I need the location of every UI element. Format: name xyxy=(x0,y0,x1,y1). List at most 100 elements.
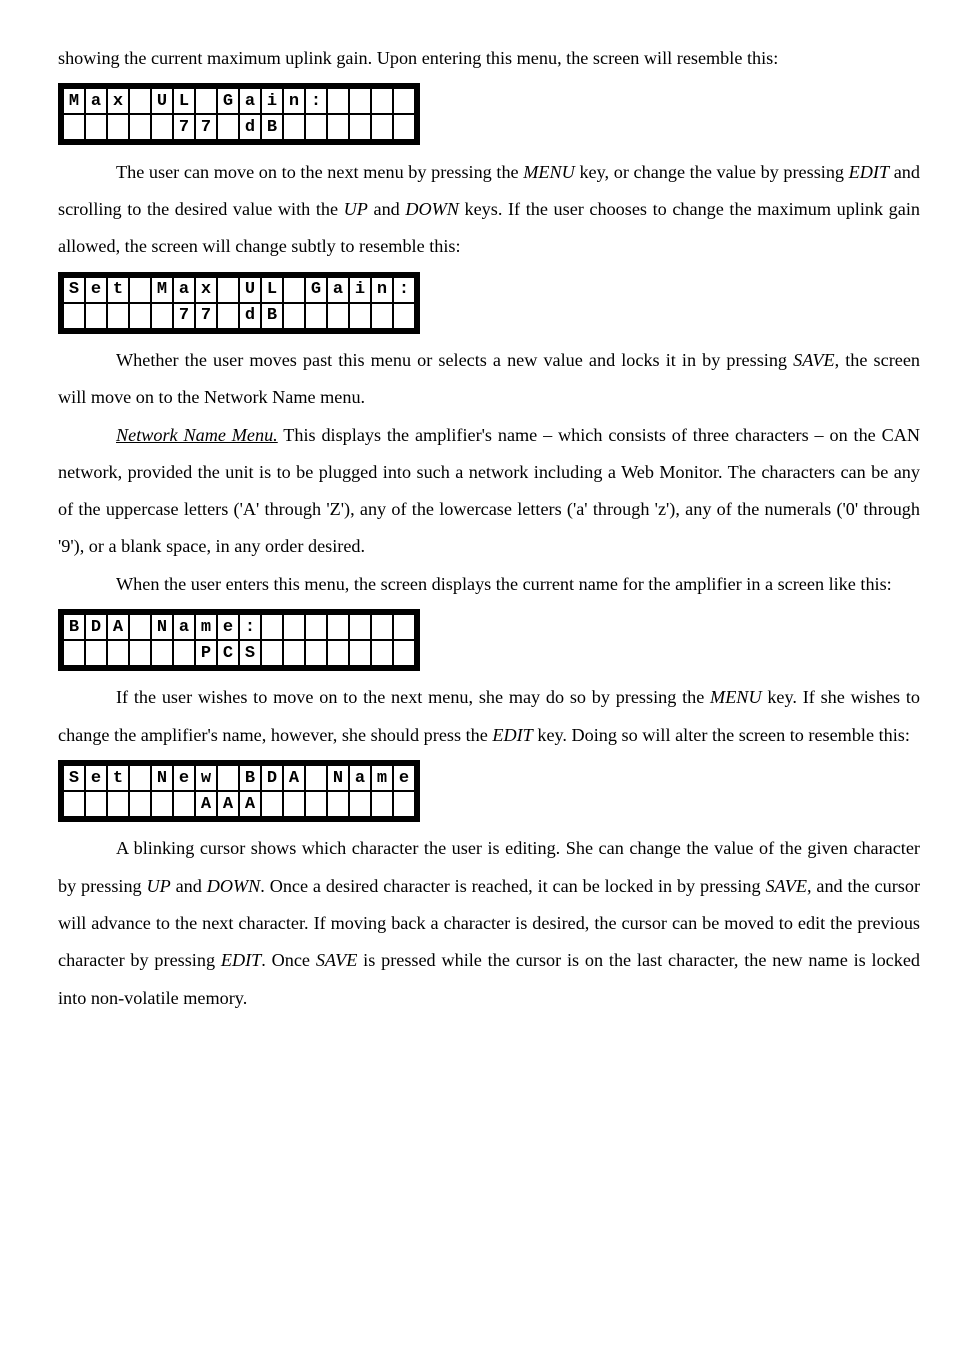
lcd-cell: e xyxy=(173,765,195,791)
lcd-cell xyxy=(85,114,107,140)
lcd-cell xyxy=(327,88,349,114)
lcd-cell xyxy=(327,114,349,140)
lcd-row: MaxULGain: xyxy=(63,88,415,114)
lcd-cell xyxy=(371,114,393,140)
lcd-cell: C xyxy=(217,640,239,666)
key-up: UP xyxy=(344,199,368,219)
lcd-cell: a xyxy=(239,88,261,114)
lcd-cell xyxy=(173,791,195,817)
text: and xyxy=(368,199,405,219)
lcd-cell xyxy=(283,303,305,329)
lcd-cell xyxy=(151,791,173,817)
text: . Once xyxy=(261,950,316,970)
lcd-cell: A xyxy=(195,791,217,817)
lcd-cell xyxy=(393,114,415,140)
lcd-cell xyxy=(107,114,129,140)
paragraph-3: Whether the user moves past this menu or… xyxy=(58,342,920,417)
lcd-cell: L xyxy=(261,277,283,303)
lcd-cell: N xyxy=(151,614,173,640)
text: Whether the user moves past this menu or… xyxy=(116,350,793,370)
lcd-cell: a xyxy=(85,88,107,114)
lcd-cell xyxy=(63,114,85,140)
lcd-cell xyxy=(305,791,327,817)
lcd-display-1: MaxULGain:77dB xyxy=(58,83,420,145)
lcd-cell xyxy=(349,640,371,666)
lcd-cell xyxy=(63,791,85,817)
lcd-cell xyxy=(107,303,129,329)
lcd-cell: d xyxy=(239,303,261,329)
lcd-cell xyxy=(129,614,151,640)
lcd-cell xyxy=(261,614,283,640)
lcd-cell: 7 xyxy=(173,303,195,329)
lcd-row: AAA xyxy=(63,791,415,817)
lcd-cell xyxy=(129,88,151,114)
lcd-cell: 7 xyxy=(173,114,195,140)
lcd-cell xyxy=(393,640,415,666)
lcd-cell xyxy=(305,114,327,140)
lcd-cell xyxy=(305,765,327,791)
lcd-cell xyxy=(327,791,349,817)
lcd-cell: G xyxy=(305,277,327,303)
lcd-cell xyxy=(85,303,107,329)
text: key. Doing so will alter the screen to r… xyxy=(533,725,910,745)
lcd-cell xyxy=(349,303,371,329)
lcd-cell: G xyxy=(217,88,239,114)
lcd-cell: w xyxy=(195,765,217,791)
lcd-cell xyxy=(393,88,415,114)
lcd-cell xyxy=(349,614,371,640)
lcd-cell xyxy=(261,791,283,817)
lcd-cell: B xyxy=(63,614,85,640)
lcd-display-4: SetNewBDANameAAA xyxy=(58,760,420,822)
lcd-cell: D xyxy=(85,614,107,640)
lcd-cell xyxy=(349,791,371,817)
lcd-row: SetNewBDAName xyxy=(63,765,415,791)
lcd-cell: A xyxy=(283,765,305,791)
lcd-cell: B xyxy=(261,114,283,140)
lcd-cell: L xyxy=(173,88,195,114)
text: . Once a desired character is reached, i… xyxy=(260,876,765,896)
lcd-cell xyxy=(371,640,393,666)
lcd-cell xyxy=(371,88,393,114)
key-down: DOWN xyxy=(207,876,261,896)
lcd-cell xyxy=(151,640,173,666)
lcd-cell xyxy=(217,277,239,303)
lcd-cell xyxy=(85,640,107,666)
lcd-cell: t xyxy=(107,277,129,303)
text: key, or change the value by pressing xyxy=(575,162,849,182)
lcd-cell: N xyxy=(151,765,173,791)
lcd-cell xyxy=(283,114,305,140)
lcd-cell xyxy=(349,114,371,140)
text: The user can move on to the next menu by… xyxy=(116,162,523,182)
lcd-cell: t xyxy=(107,765,129,791)
lcd-cell: e xyxy=(217,614,239,640)
text: If the user wishes to move on to the nex… xyxy=(116,687,710,707)
lcd-row: SetMaxULGain: xyxy=(63,277,415,303)
lcd-cell xyxy=(129,640,151,666)
lcd-cell: x xyxy=(195,277,217,303)
lcd-cell xyxy=(283,791,305,817)
lcd-cell xyxy=(173,640,195,666)
lcd-cell: : xyxy=(305,88,327,114)
lcd-cell: A xyxy=(217,791,239,817)
lcd-cell xyxy=(305,640,327,666)
lcd-cell xyxy=(195,88,217,114)
lcd-cell xyxy=(129,303,151,329)
lcd-cell: : xyxy=(393,277,415,303)
lcd-cell xyxy=(305,303,327,329)
lcd-cell xyxy=(283,277,305,303)
lcd-cell: S xyxy=(63,765,85,791)
lcd-cell: n xyxy=(283,88,305,114)
lcd-cell: i xyxy=(349,277,371,303)
lcd-cell: P xyxy=(195,640,217,666)
lcd-cell xyxy=(217,114,239,140)
key-edit: EDIT xyxy=(492,725,532,745)
lcd-cell xyxy=(393,791,415,817)
lcd-cell xyxy=(349,88,371,114)
lcd-cell xyxy=(371,614,393,640)
lcd-cell xyxy=(107,640,129,666)
key-up: UP xyxy=(147,876,171,896)
lcd-cell: S xyxy=(63,277,85,303)
lcd-cell: A xyxy=(107,614,129,640)
lcd-cell xyxy=(217,303,239,329)
lcd-cell: N xyxy=(327,765,349,791)
